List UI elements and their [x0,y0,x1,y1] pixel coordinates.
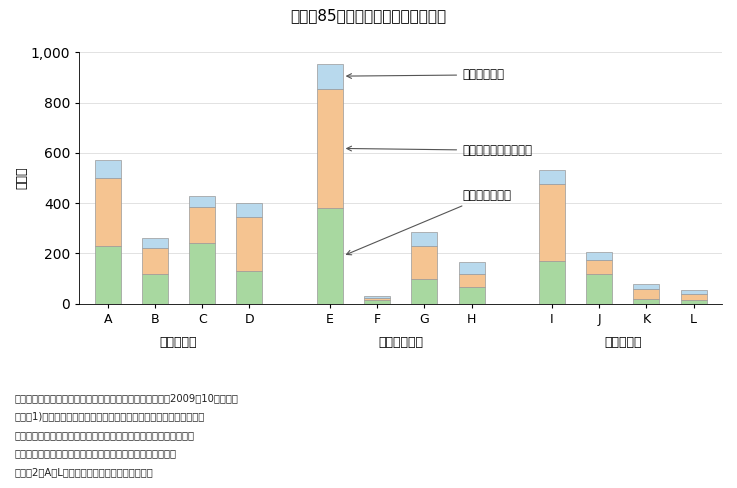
Bar [586,260,612,274]
Bar [633,299,660,304]
Bar [458,274,484,287]
Bar [142,274,168,304]
Bar [633,289,660,299]
Bar [586,274,612,304]
Text: 注：1)生産者所得増加＝農産物直売所手取額－卸売市場出荷手取額: 注：1)生産者所得増加＝農産物直売所手取額－卸売市場出荷手取額 [15,411,205,421]
Text: 資料：農林水産政策研究所「農産物直売所の経済分析」（2009年10月公表）: 資料：農林水産政策研究所「農産物直売所の経済分析」（2009年10月公表） [15,393,239,403]
Bar [681,300,707,304]
Bar [189,196,215,207]
Bar [94,161,121,178]
Bar [189,244,215,304]
Bar [458,287,484,304]
Bar [237,203,262,217]
Bar [539,184,565,261]
Bar [94,178,121,246]
Text: 図３－85　農産物直売所の経済効果: 図３－85 農産物直売所の経済効果 [290,8,447,23]
Bar [317,63,343,89]
Bar [681,290,707,294]
Text: 雇用所得増加＝農産物直売所での雇用者給与増加分: 雇用所得増加＝農産物直売所での雇用者給与増加分 [15,448,177,458]
Bar [317,89,343,208]
Text: 2）A～Lは調査対象農産物直売所を示す。: 2）A～Lは調査対象農産物直売所を示す。 [15,467,153,477]
Bar [364,300,390,304]
Bar [189,207,215,244]
Bar [364,298,390,300]
Text: 消費者可処分所得増加＝市価換算額－農産物直売所販売額: 消費者可処分所得増加＝市価換算額－農産物直売所販売額 [15,430,195,440]
Text: 中山間地域: 中山間地域 [604,337,641,349]
Bar [364,296,390,298]
Bar [317,208,343,304]
Bar [411,246,437,279]
Text: 平地農業地域: 平地農業地域 [378,337,423,349]
Text: 都市的地域: 都市的地域 [160,337,198,349]
Bar [94,246,121,304]
Bar [142,238,168,248]
Bar [458,262,484,274]
Bar [142,248,168,274]
Text: 消費者可処分所得増加: 消費者可処分所得増加 [347,144,532,157]
Bar [237,271,262,304]
Bar [411,279,437,304]
Bar [681,294,707,300]
Text: 生産者所得増加: 生産者所得増加 [346,189,511,255]
Text: 雇用所得増加: 雇用所得増加 [347,68,504,81]
Bar [539,261,565,304]
Bar [586,252,612,260]
Bar [411,232,437,246]
Bar [237,217,262,271]
Bar [633,284,660,289]
Bar [539,170,565,184]
Y-axis label: 百万円: 百万円 [15,167,28,189]
